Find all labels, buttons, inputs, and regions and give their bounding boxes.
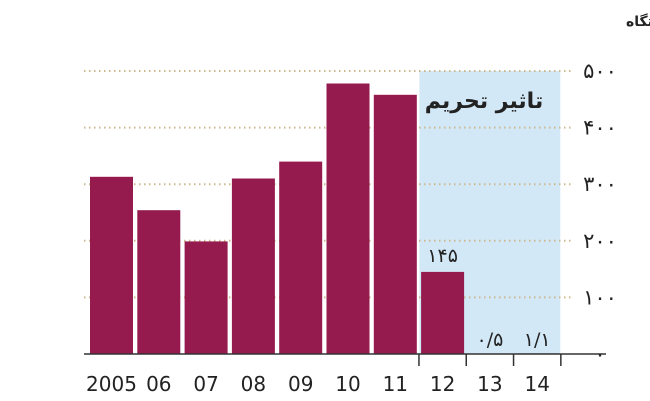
bar-07 [184, 241, 228, 354]
x-tick-label-08: 08 [241, 372, 266, 396]
x-tick-label-14: 14 [524, 372, 549, 396]
data-labels: ۱۴۵ ۰/۵ ۱/۱ [427, 245, 550, 351]
data-label-13: ۰/۵ [476, 329, 503, 351]
bars [90, 83, 559, 355]
y-tick-labels: ۰ ۱۰۰ ۲۰۰ ۳۰۰ ۴۰۰ ۵۰۰ [583, 59, 617, 366]
y-tick-label-100: ۱۰۰ [583, 285, 617, 309]
shaded-region-label: تاثیر تحریم [425, 89, 543, 114]
x-tick-label-13: 13 [477, 372, 502, 396]
x-tick-label-11: 11 [383, 372, 408, 396]
x-tick-label-2005: 2005 [86, 372, 137, 396]
bar-11 [373, 94, 417, 355]
y-axis-label: هزار دستگاه [626, 13, 650, 30]
y-tick-label-300: ۳۰۰ [583, 172, 617, 196]
bar-2005 [90, 176, 133, 354]
bar-06 [137, 210, 181, 354]
data-label-12: ۱۴۵ [427, 245, 458, 267]
x-tick-label-07: 07 [193, 372, 218, 396]
y-tick-label-500: ۵۰۰ [583, 59, 617, 83]
bar-12 [421, 271, 465, 354]
x-tick-label-10: 10 [335, 372, 360, 396]
x-tick-label-09: 09 [288, 372, 313, 396]
data-label-14: ۱/۱ [524, 329, 551, 351]
y-tick-label-0: ۰ [594, 342, 605, 366]
x-tick-label-06: 06 [146, 372, 171, 396]
bar-09 [279, 161, 323, 354]
y-tick-label-400: ۴۰۰ [583, 116, 617, 140]
x-tick-label-12: 12 [430, 372, 455, 396]
y-tick-label-200: ۲۰۰ [583, 229, 617, 253]
x-tick-marks [418, 354, 562, 366]
x-tick-labels: 2005 06 07 08 09 10 11 12 13 14 [86, 372, 550, 396]
bar-10 [326, 83, 370, 354]
bar-08 [231, 178, 275, 354]
